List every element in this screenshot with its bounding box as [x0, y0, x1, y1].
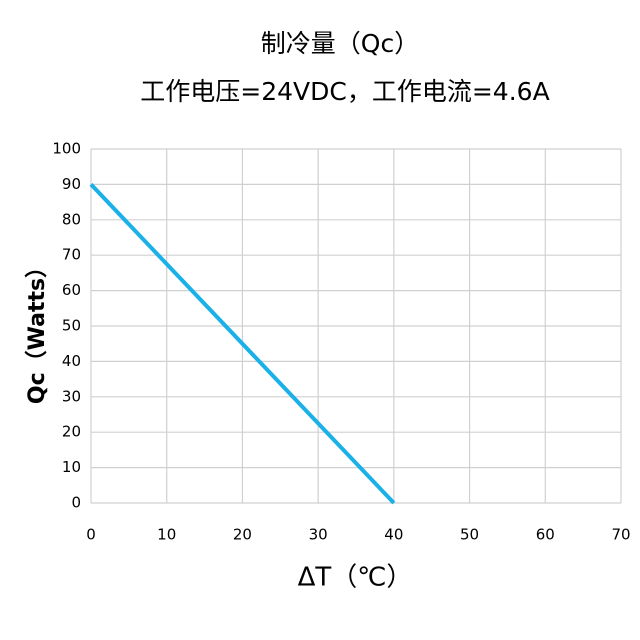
- y-tick-label: 60: [62, 281, 81, 299]
- y-tick-label: 100: [52, 140, 81, 158]
- y-tick-label: 40: [62, 352, 81, 370]
- x-tick-label: 70: [611, 526, 630, 544]
- y-axis-label: Qc（Watts）: [25, 256, 50, 404]
- y-tick-label: 50: [62, 317, 81, 335]
- x-tick-label: 10: [157, 526, 176, 544]
- chart-title: 制冷量（Qc）: [261, 29, 419, 58]
- y-tick-label: 70: [62, 246, 81, 264]
- x-tick-label: 40: [384, 526, 403, 544]
- data-line: [89, 183, 396, 505]
- x-tick-label: 20: [233, 526, 252, 544]
- y-tick-label: 20: [62, 423, 81, 441]
- y-tick-label: 90: [62, 175, 81, 193]
- y-tick-label: 80: [62, 210, 81, 228]
- x-axis-label: ΔT（℃）: [298, 563, 413, 593]
- x-tick-label: 0: [86, 526, 96, 544]
- y-tick-label: 10: [62, 458, 81, 476]
- y-tick-label: 30: [62, 387, 81, 405]
- x-tick-label: 50: [460, 526, 479, 544]
- chart-subtitle: 工作电压=24VDC，工作电流=4.6A: [140, 77, 549, 106]
- y-tick-label: 0: [71, 494, 81, 512]
- x-tick-label: 60: [536, 526, 555, 544]
- x-tick-label: 30: [309, 526, 328, 544]
